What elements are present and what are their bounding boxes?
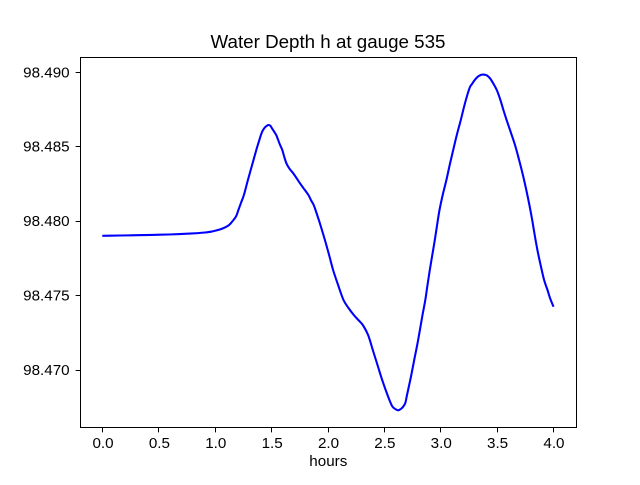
svg-text:3.5: 3.5 [487,435,508,452]
svg-text:0.5: 0.5 [149,435,170,452]
svg-text:98.490: 98.490 [23,64,69,81]
svg-text:98.485: 98.485 [23,139,69,156]
svg-text:1.0: 1.0 [205,435,226,452]
svg-text:hours: hours [309,453,347,470]
svg-text:Water Depth h at gauge 535: Water Depth h at gauge 535 [211,31,446,52]
svg-text:98.475: 98.475 [23,288,69,305]
svg-text:2.0: 2.0 [318,435,339,452]
svg-text:3.0: 3.0 [431,435,452,452]
svg-text:2.5: 2.5 [374,435,395,452]
svg-text:98.480: 98.480 [23,213,69,230]
svg-text:1.5: 1.5 [262,435,283,452]
svg-text:4.0: 4.0 [543,435,564,452]
svg-text:0.0: 0.0 [92,435,113,452]
svg-text:98.470: 98.470 [23,362,69,379]
